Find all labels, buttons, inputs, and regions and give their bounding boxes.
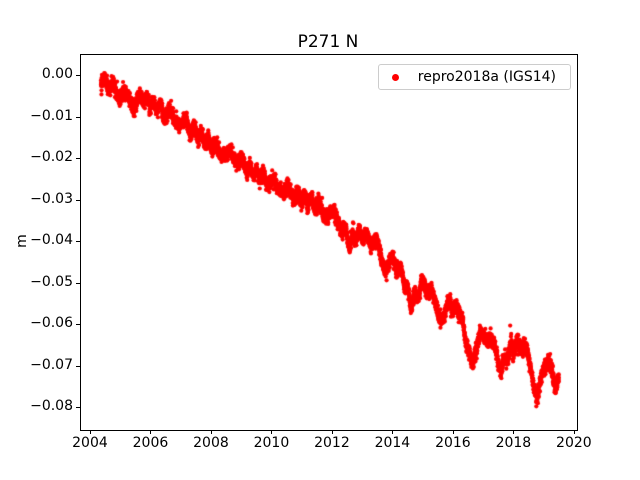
x-tick-mark [150, 430, 152, 434]
x-tick-mark [210, 430, 212, 434]
y-tick-label: −0.08 [30, 398, 73, 414]
x-tick-mark [271, 430, 273, 434]
x-tick-mark [513, 430, 515, 434]
y-tick-label: −0.06 [30, 315, 73, 331]
y-tick-label: −0.04 [30, 232, 73, 248]
y-tick-mark [76, 116, 80, 118]
x-tick-mark [392, 430, 394, 434]
legend-label: repro2018a (IGS14) [417, 69, 556, 85]
x-tick-label: 2020 [556, 435, 592, 451]
x-tick-label: 2014 [374, 435, 411, 451]
x-tick-mark [89, 430, 91, 434]
x-tick-label: 2004 [72, 435, 108, 451]
chart-title: P271 N [297, 32, 359, 52]
y-tick-label: −0.01 [30, 107, 73, 124]
y-tick-mark [76, 407, 80, 408]
y-tick-label: −0.02 [30, 149, 73, 165]
plot-area: repro2018a (IGS14) [80, 54, 578, 431]
x-tick-label: 2008 [193, 435, 229, 451]
y-tick-mark [76, 324, 80, 325]
y-tick-mark [76, 282, 80, 284]
y-tick-label: −0.05 [30, 273, 73, 290]
x-tick-mark [452, 430, 454, 434]
y-tick-mark [76, 74, 80, 76]
y-tick-mark [76, 365, 80, 367]
legend-marker-dot-icon [391, 73, 399, 81]
x-tick-label: 2010 [253, 435, 290, 451]
x-tick-label: 2006 [132, 435, 169, 451]
x-tick-mark [331, 430, 333, 434]
scatter-canvas [81, 55, 577, 430]
y-tick-label: −0.07 [30, 356, 73, 373]
x-tick-label: 2016 [435, 435, 471, 451]
y-tick-mark [76, 158, 80, 159]
x-tick-label: 2012 [314, 435, 350, 451]
x-tick-mark [573, 430, 575, 434]
y-tick-mark [76, 241, 80, 242]
y-tick-label: 0.00 [41, 65, 73, 82]
x-tick-label: 2018 [495, 435, 532, 451]
y-tick-mark [76, 199, 80, 201]
legend: repro2018a (IGS14) [377, 64, 571, 90]
y-tick-label: −0.03 [30, 190, 73, 207]
